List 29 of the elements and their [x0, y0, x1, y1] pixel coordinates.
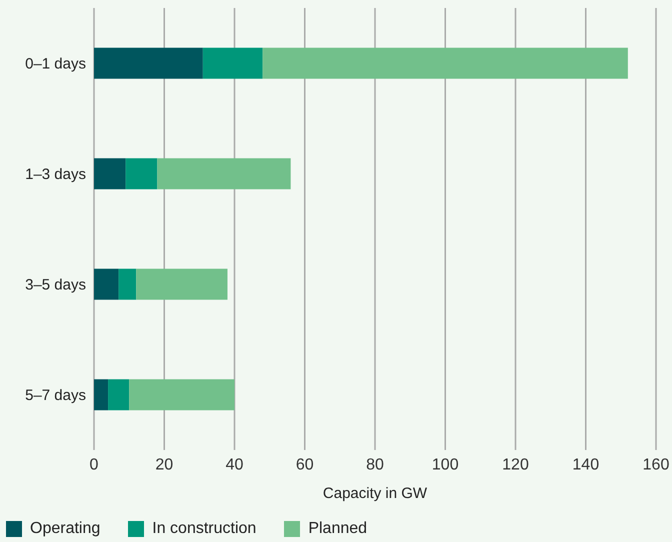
x-tick-label: 60 [296, 456, 314, 474]
y-tick-label: 1–3 days [25, 166, 86, 184]
bar [262, 48, 628, 79]
bar [157, 158, 291, 190]
bar [129, 379, 234, 410]
x-tick-label: 20 [155, 456, 174, 474]
y-tick-label: 5–7 days [25, 387, 86, 404]
bar [94, 158, 126, 190]
x-tick-label: 160 [642, 456, 670, 474]
legend-label: Planned [307, 520, 368, 538]
y-tick-label: 0–1 days [25, 56, 86, 73]
x-tick-label: 40 [226, 456, 244, 474]
bar [126, 158, 158, 190]
legend-label: Operating [29, 520, 100, 538]
x-tick-label: 80 [366, 456, 384, 474]
y-tick-label: 3–5 days [25, 276, 86, 294]
bar [108, 379, 130, 410]
x-tick-label: 120 [502, 456, 529, 474]
x-tick-label: 140 [572, 456, 600, 474]
bar [94, 48, 203, 79]
x-tick-label: 0 [90, 456, 99, 474]
bar [94, 379, 108, 410]
bar [118, 268, 136, 300]
x-axis-title: Capacity in GW [322, 485, 428, 502]
x-tick-label: 100 [432, 456, 459, 474]
bar [136, 268, 228, 300]
bar [202, 48, 263, 79]
legend-label: In construction [151, 520, 256, 538]
bar [94, 268, 119, 300]
